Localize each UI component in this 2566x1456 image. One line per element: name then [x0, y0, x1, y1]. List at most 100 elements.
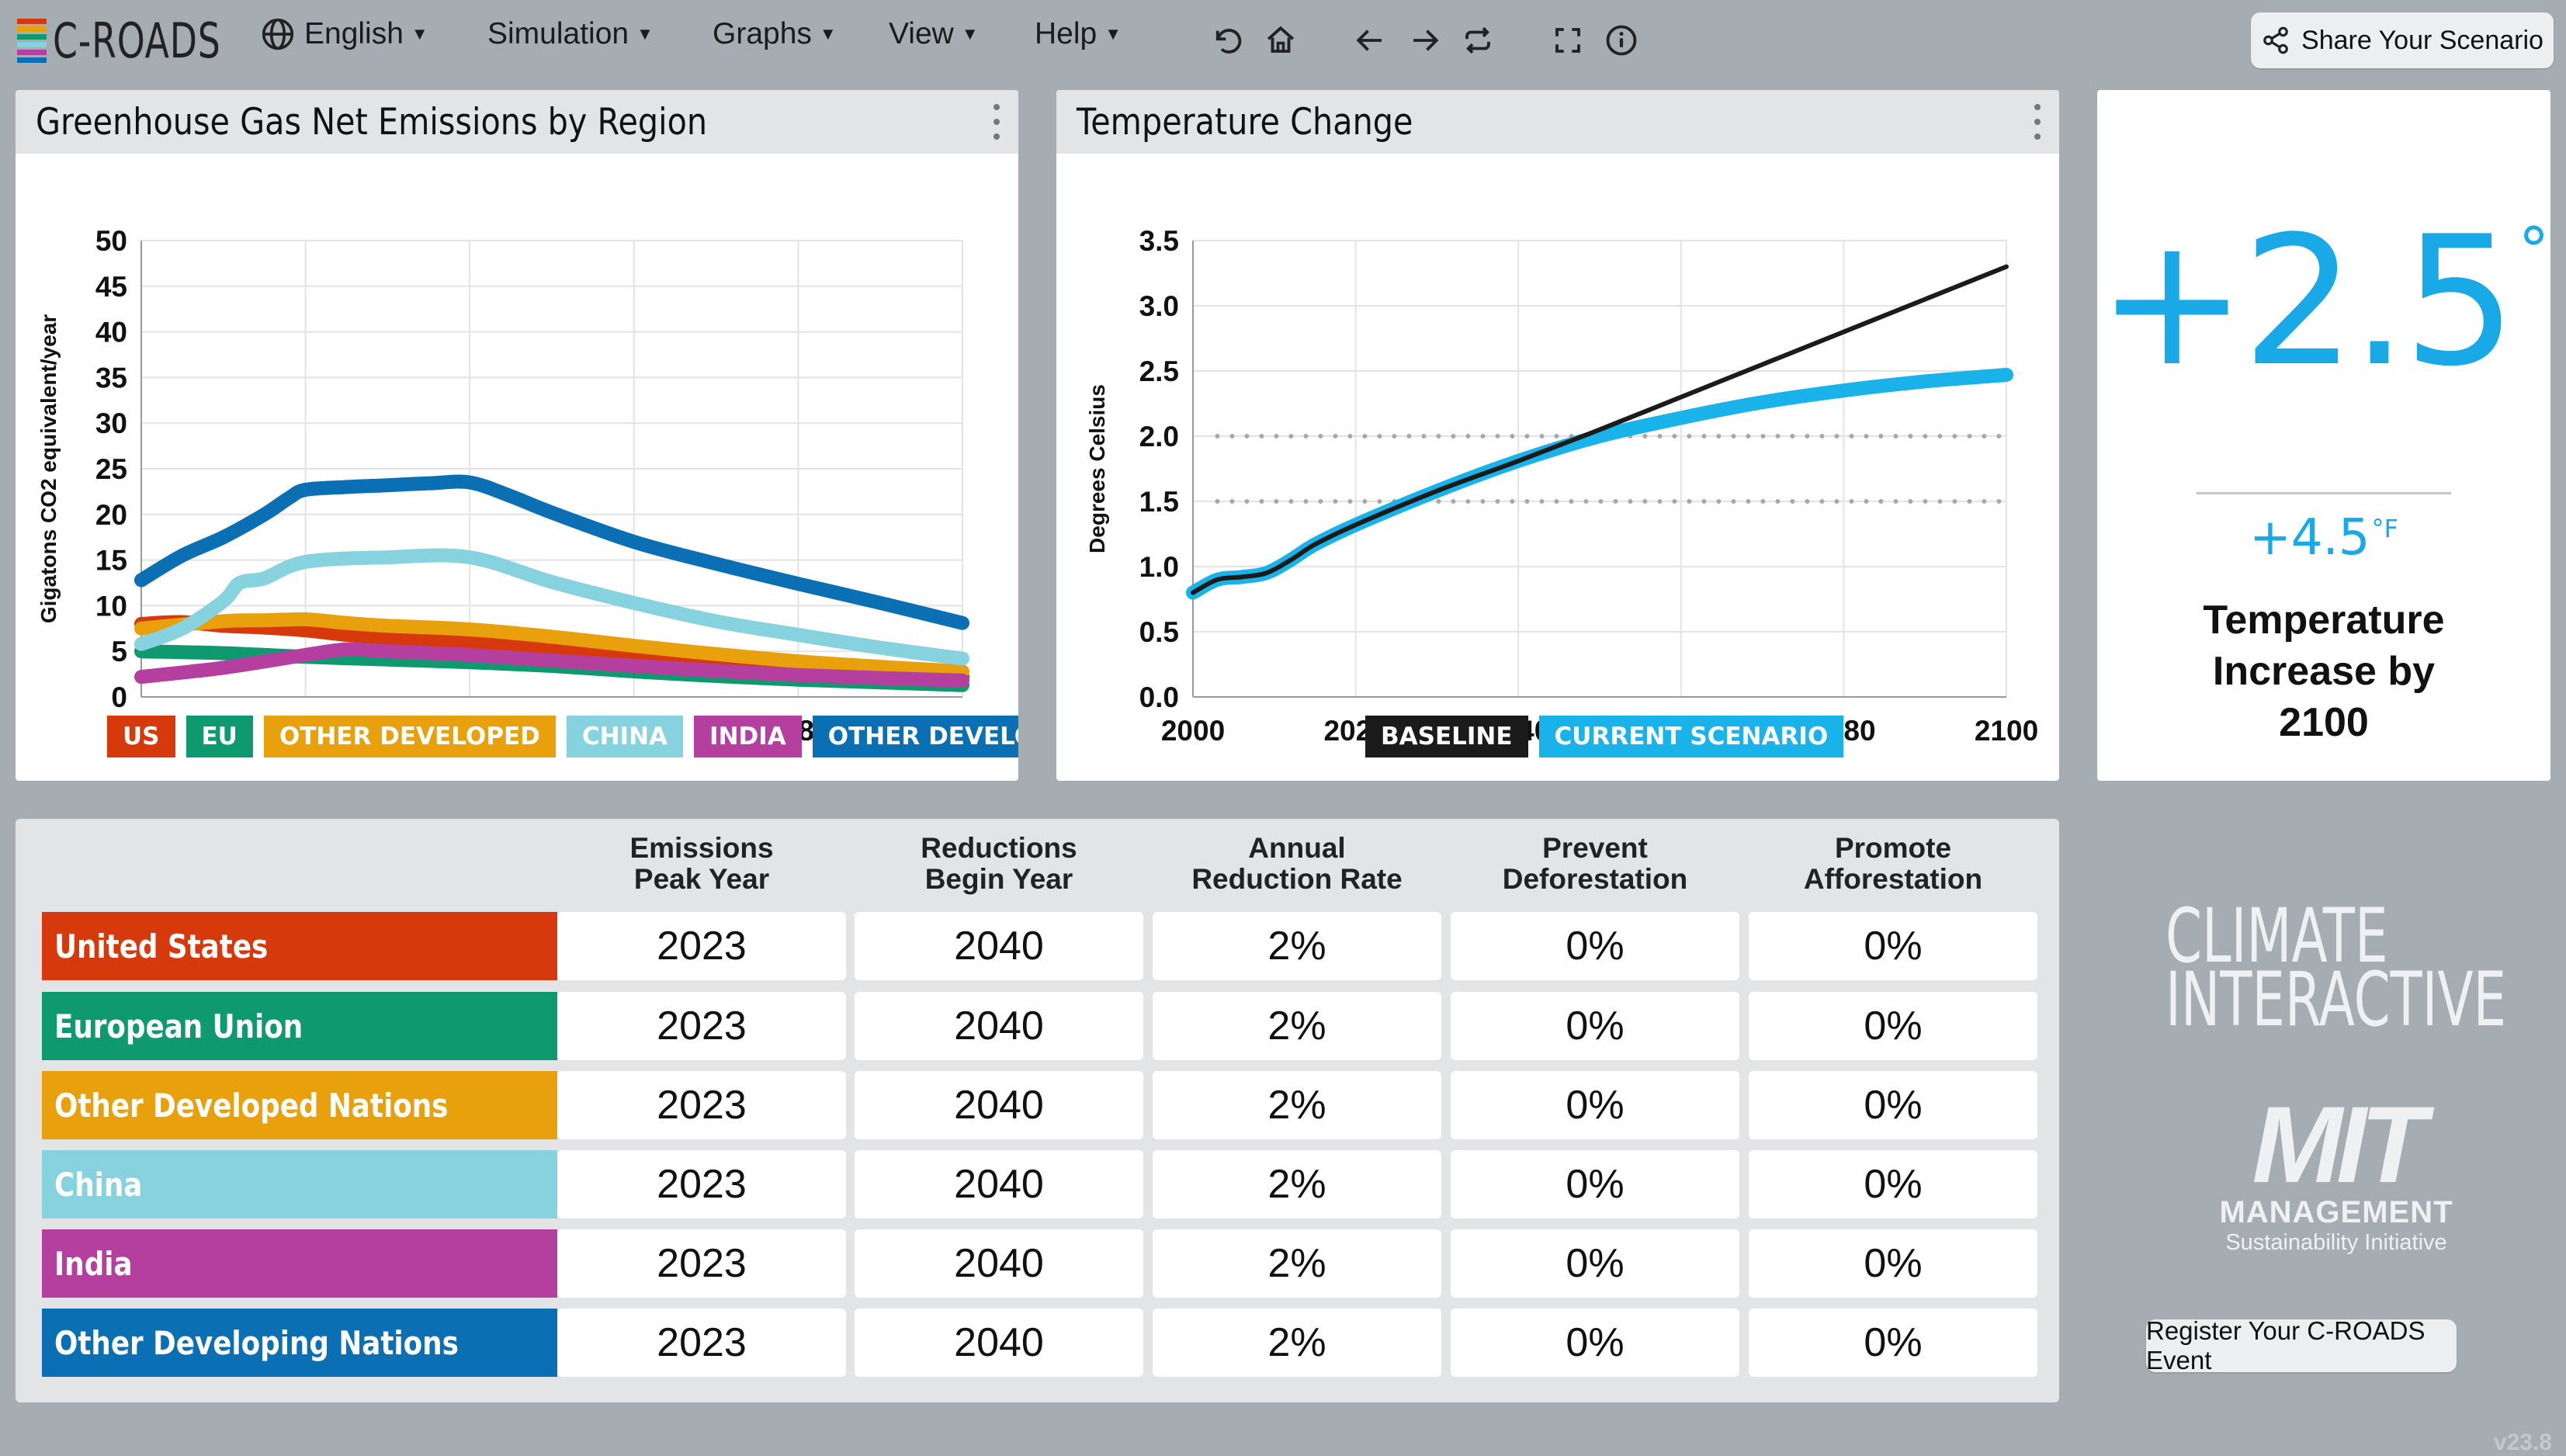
temperature-result-panel: +2.5°C +4.5°F Temperature Increase by 21… [2097, 90, 2550, 781]
policy-value-cell[interactable]: 2023 [557, 1150, 846, 1219]
info-icon[interactable] [1603, 22, 1640, 59]
policy-value-cell[interactable]: 2% [1153, 1229, 1441, 1298]
view-menu[interactable]: View ▼ [889, 17, 979, 51]
fahrenheit-unit: °F [2371, 514, 2398, 543]
policy-value-cell[interactable]: 0% [1451, 912, 1739, 980]
back-icon[interactable] [1352, 22, 1389, 59]
policy-value-cell[interactable]: 0% [1451, 1150, 1739, 1219]
policy-value-cell[interactable]: 0% [1749, 1229, 2037, 1298]
share-label: Share Your Scenario [2301, 25, 2543, 55]
policy-value-cell[interactable]: 2040 [855, 1071, 1143, 1139]
temperature-chart-title: Temperature Change [1077, 101, 1413, 144]
emissions-chart-title: Greenhouse Gas Net Emissions by Region [36, 101, 708, 144]
region-label[interactable]: China [42, 1150, 557, 1219]
home-icon[interactable] [1262, 22, 1299, 59]
legend-item-india[interactable]: INDIA [694, 716, 802, 757]
policy-value-cell[interactable]: 2023 [557, 1071, 846, 1139]
policy-value-cell[interactable]: 0% [1451, 992, 1739, 1060]
policy-value-cell[interactable]: 2023 [557, 1229, 846, 1298]
y-tick-label: 20 [95, 499, 127, 531]
y-tick-label: 1.0 [1139, 551, 1179, 583]
policy-value-cell[interactable]: 2040 [855, 912, 1143, 980]
policy-value-cell[interactable]: 2023 [557, 1309, 846, 1377]
region-label[interactable]: Other Developing Nations [42, 1309, 557, 1377]
policy-value-cell[interactable]: 2023 [557, 912, 846, 980]
column-header-line: Promote [1834, 832, 1952, 864]
help-menu[interactable]: Help ▼ [1035, 17, 1122, 51]
policy-value-cell[interactable]: 2040 [855, 1150, 1143, 1219]
column-header: Promote Afforestation [1749, 833, 2037, 895]
legend-item-eu[interactable]: EU [186, 716, 253, 757]
legend-item-other-developed[interactable]: OTHER DEVELOPED [263, 716, 556, 757]
policy-value-cell[interactable]: 0% [1451, 1229, 1739, 1298]
emissions-panel: Greenhouse Gas Net Emissions by Region 2… [16, 90, 1018, 781]
legend-item-china[interactable]: CHINA [566, 716, 684, 757]
policy-value-cell[interactable]: 2040 [855, 1229, 1143, 1298]
policy-value-cell[interactable]: 2% [1153, 1071, 1441, 1139]
column-header-line: Peak Year [633, 863, 770, 895]
logo-stripes-icon [17, 18, 47, 63]
policy-value-cell[interactable]: 0% [1749, 912, 2037, 980]
graphs-label: Graphs [713, 17, 812, 50]
policy-value-cell[interactable]: 2% [1153, 992, 1441, 1060]
legend-item-us[interactable]: US [107, 716, 175, 757]
column-header-line: Afforestation [1803, 863, 1983, 895]
celsius-value: +2.5 [2097, 199, 2516, 406]
policy-value-cell[interactable]: 2040 [855, 992, 1143, 1060]
series-line-other-developed [134, 612, 969, 679]
y-tick-label: 30 [95, 407, 127, 439]
region-label[interactable]: Other Developed Nations [42, 1071, 557, 1139]
more-options-icon[interactable] [2030, 104, 2045, 140]
series-line-baseline [1191, 264, 2009, 595]
simulation-menu[interactable]: Simulation ▼ [487, 17, 654, 51]
region-label[interactable]: European Union [42, 992, 557, 1060]
region-name: Other Developed Nations [54, 1086, 449, 1125]
globe-icon [262, 18, 294, 50]
register-event-button[interactable]: Register Your C-ROADS Event [2146, 1316, 2457, 1375]
column-header-line: Prevent [1542, 832, 1648, 864]
series-line-india [134, 642, 969, 688]
column-header-line: Deforestation [1502, 863, 1688, 895]
policy-value-cell[interactable]: 2% [1153, 912, 1441, 980]
policy-value-cell[interactable]: 2023 [557, 992, 846, 1060]
region-label[interactable]: India [42, 1229, 557, 1298]
y-tick-label: 0.0 [1139, 681, 1179, 713]
view-label: View [889, 17, 954, 50]
y-tick-label: 25 [95, 453, 127, 485]
undo-icon[interactable] [1208, 22, 1246, 59]
policy-value-cell[interactable]: 0% [1749, 1150, 2037, 1219]
y-tick-label: 0.5 [1139, 616, 1179, 648]
series-line-china [134, 548, 969, 666]
language-menu[interactable]: English ▼ [261, 17, 428, 51]
y-tick-label: 2.0 [1139, 421, 1179, 452]
forward-icon[interactable] [1406, 22, 1443, 59]
policy-value-cell[interactable]: 2% [1153, 1309, 1441, 1377]
fullscreen-icon[interactable] [1549, 22, 1586, 59]
more-options-icon[interactable] [989, 104, 1004, 140]
share-scenario-button[interactable]: Share Your Scenario [2251, 12, 2554, 68]
label-line-1: Temperature [2203, 598, 2445, 643]
policy-value-cell[interactable]: 0% [1749, 1309, 2037, 1377]
column-header: Prevent Deforestation [1451, 833, 1739, 895]
region-name: China [54, 1165, 143, 1204]
repeat-icon[interactable] [1459, 22, 1496, 59]
y-tick-label: 45 [95, 271, 127, 303]
region-label[interactable]: United States [42, 912, 557, 980]
column-header-line: Annual [1248, 832, 1346, 864]
c-roads-logo[interactable]: C-ROADS [17, 12, 258, 69]
graphs-menu[interactable]: Graphs ▼ [713, 17, 837, 51]
legend-item-current-scenario[interactable]: CURRENT SCENARIO [1538, 716, 1844, 757]
result-divider [2197, 492, 2451, 494]
policy-value-cell[interactable]: 0% [1749, 1071, 2037, 1139]
legend-item-other-developing[interactable]: OTHER DEVELOPING [812, 716, 1018, 757]
column-header-line: Emissions [629, 832, 774, 864]
policy-value-cell[interactable]: 0% [1749, 992, 2037, 1060]
emissions-legend: US EU OTHER DEVELOPED CHINA INDIA OTHER DEVEL… [107, 716, 1018, 757]
policy-value-cell[interactable]: 0% [1451, 1071, 1739, 1139]
policy-value-cell[interactable]: 2% [1153, 1150, 1441, 1219]
celsius-unit: °C [2518, 214, 2551, 286]
legend-item-baseline[interactable]: BASELINE [1365, 716, 1528, 757]
policy-value-cell[interactable]: 2040 [855, 1309, 1143, 1377]
policy-value-cell[interactable]: 0% [1451, 1309, 1739, 1377]
column-header: Emissions Peak Year [557, 833, 846, 895]
